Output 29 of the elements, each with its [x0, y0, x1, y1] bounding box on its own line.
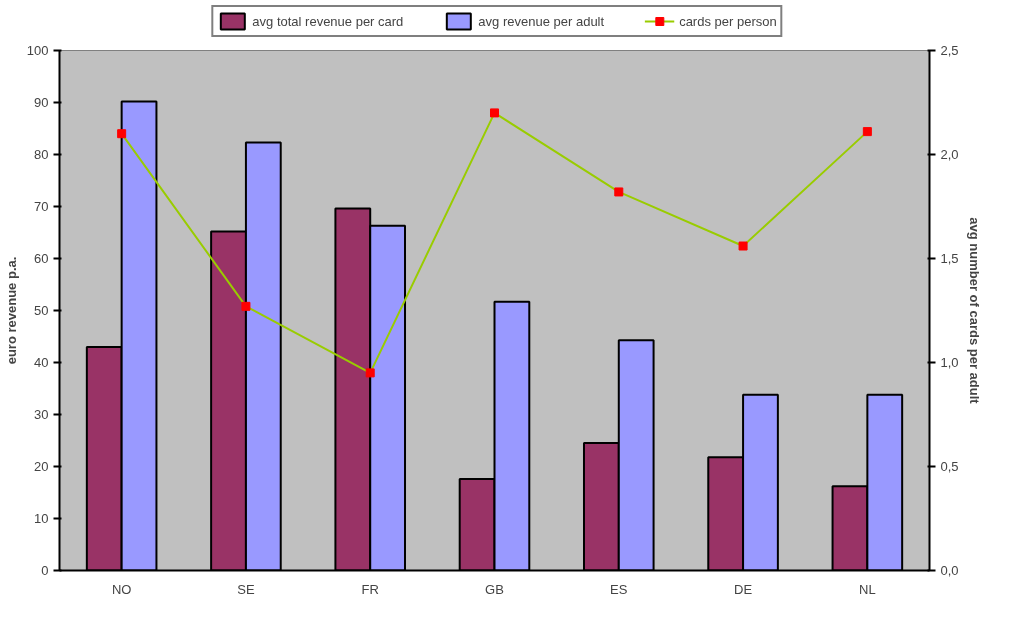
- x-tick-label: NL: [859, 581, 876, 597]
- y2-tick-label: 2,5: [940, 43, 959, 58]
- y-tick-label: 60: [34, 251, 49, 266]
- y-tick-label: 80: [34, 147, 49, 162]
- x-tick-label: DE: [734, 581, 753, 597]
- legend-label: avg total revenue per card: [252, 13, 404, 29]
- y2-tick-label: 1,0: [940, 355, 959, 370]
- x-tick-label: FR: [361, 581, 379, 597]
- y-tick-label: 10: [34, 511, 49, 526]
- y-tick-label: 70: [34, 199, 49, 214]
- y2-tick-label: 0,0: [940, 563, 959, 578]
- y-tick-label: 90: [34, 95, 49, 110]
- y2-axis-title: avg number of cards per adult: [966, 217, 982, 405]
- legend-label: avg revenue per adult: [478, 13, 605, 29]
- y-tick-label: 30: [34, 407, 49, 422]
- y-tick-label: 50: [34, 303, 49, 318]
- legend-label: cards per person: [679, 13, 777, 29]
- y2-tick-label: 0,5: [940, 459, 959, 474]
- x-tick-label: NO: [111, 581, 132, 597]
- y-tick-label: 20: [34, 459, 49, 474]
- x-tick-label: GB: [485, 581, 504, 597]
- y-tick-label: 100: [26, 43, 49, 58]
- y2-tick-label: 1,5: [940, 251, 959, 266]
- y-tick-label: 40: [34, 355, 49, 370]
- x-tick-label: SE: [237, 581, 255, 597]
- y-tick-label: 0: [41, 563, 49, 578]
- x-tick-label: ES: [610, 581, 628, 597]
- y2-tick-label: 2,0: [940, 147, 959, 162]
- y-axis-title: euro revenue p.a.: [3, 256, 19, 365]
